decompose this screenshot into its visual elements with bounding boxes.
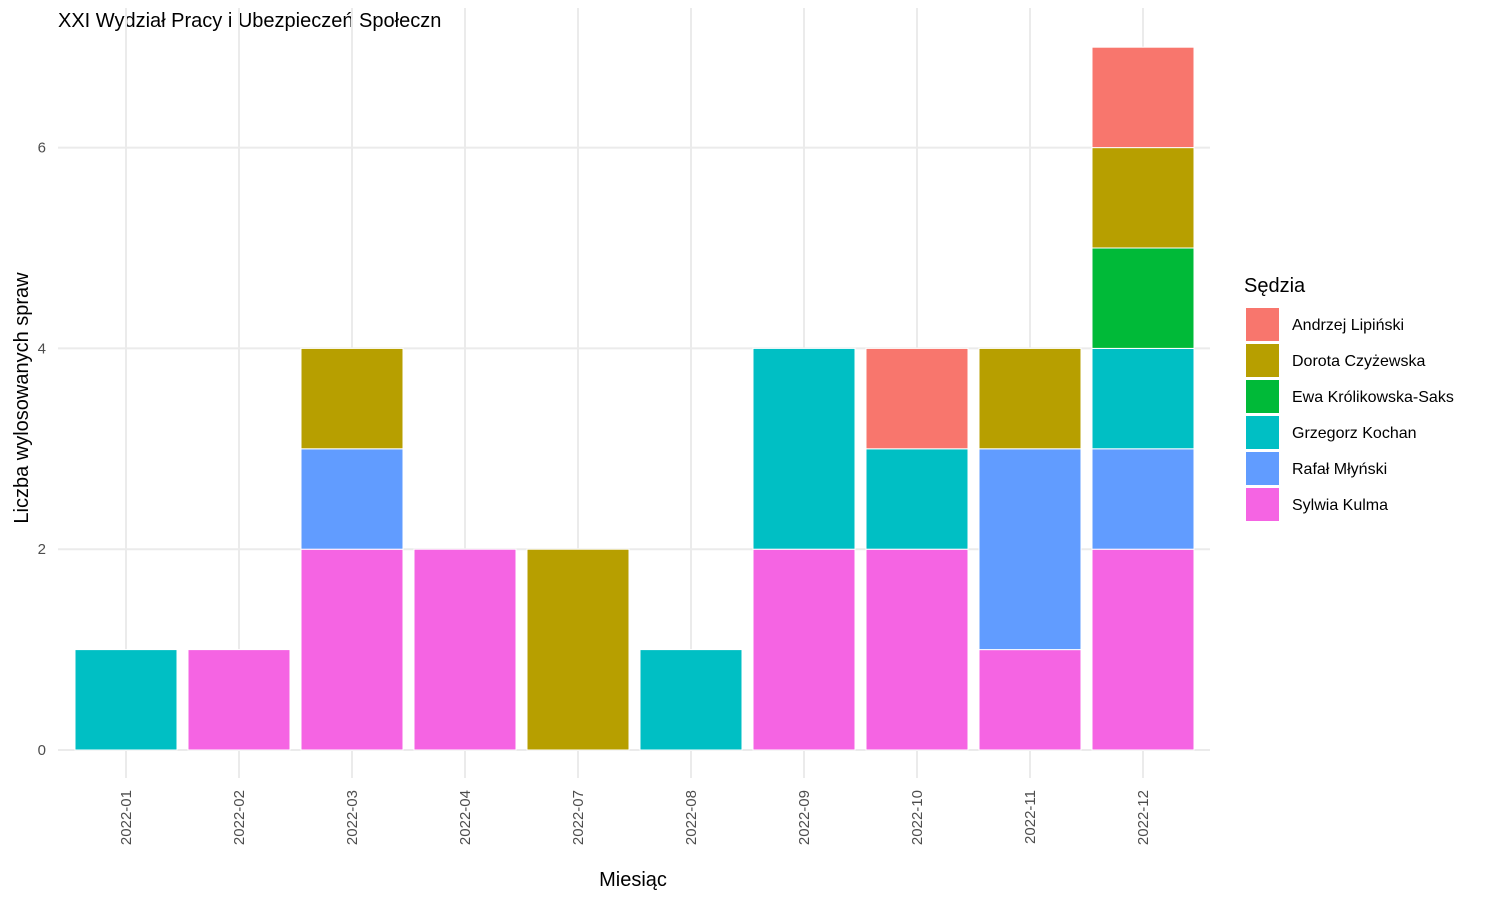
x-tick-label: 2022-07 <box>570 790 587 845</box>
bar-segment <box>865 448 969 550</box>
x-axis: 2022-01 2022-02 2022-03 2022-04 2022-07 2022-… <box>118 790 1152 845</box>
bar-segment <box>413 548 517 751</box>
bars <box>74 46 1195 751</box>
legend-key <box>1246 308 1279 341</box>
bar-segment <box>1091 448 1195 550</box>
bar-segment <box>752 548 856 751</box>
legend-key <box>1246 416 1279 449</box>
bar-segment <box>978 649 1082 751</box>
legend-key <box>1246 488 1279 521</box>
y-axis: 0 2 4 6 <box>38 140 46 759</box>
x-tick-label: 2022-08 <box>683 790 700 845</box>
legend-label: Grzegorz Kochan <box>1292 425 1417 442</box>
legend-label: Dorota Czyżewska <box>1292 353 1425 370</box>
x-tick-label: 2022-11 <box>1022 790 1039 844</box>
y-axis-title: Liczba wylosowanych spraw <box>11 272 33 524</box>
x-tick-label: 2022-02 <box>231 790 248 845</box>
legend-label: Ewa Królikowska-Saks <box>1292 389 1454 406</box>
x-tick-label: 2022-04 <box>457 790 474 845</box>
legend-title: Sędzia <box>1244 275 1306 297</box>
bar-segment <box>74 649 178 751</box>
bar-segment <box>978 347 1082 450</box>
bar-segment <box>1091 247 1195 349</box>
bar-segment <box>1091 548 1195 751</box>
y-tick-label: 6 <box>38 140 46 157</box>
y-tick-label: 2 <box>38 541 46 558</box>
x-tick-label: 2022-12 <box>1135 790 1152 845</box>
x-tick-label: 2022-01 <box>118 790 135 845</box>
bar-segment <box>1091 147 1195 249</box>
bar-segment <box>978 448 1082 651</box>
bar-segment <box>865 347 969 450</box>
bar-segment <box>526 548 630 751</box>
y-tick-label: 4 <box>38 340 46 357</box>
legend-key <box>1246 452 1279 485</box>
legend-label: Sylwia Kulma <box>1292 497 1388 514</box>
legend-label: Rafał Młyński <box>1292 461 1387 478</box>
x-axis-title: Miesiąc <box>599 869 667 891</box>
bar-segment <box>300 548 404 751</box>
x-tick-label: 2022-10 <box>909 790 926 845</box>
y-tick-label: 0 <box>38 742 46 759</box>
legend-label: Andrzej Lipiński <box>1292 317 1404 334</box>
chart-title: XXI Wydział Pracy i Ubezpieczeń Społeczn <box>58 10 441 32</box>
bar-segment <box>1091 46 1195 149</box>
bar-segment <box>865 548 969 751</box>
bar-segment <box>300 448 404 550</box>
x-tick-label: 2022-03 <box>344 790 361 845</box>
bar-segment <box>752 347 856 550</box>
bar-segment <box>639 649 743 751</box>
legend-key <box>1246 380 1279 413</box>
legend-key <box>1246 344 1279 377</box>
bar-segment <box>1091 347 1195 450</box>
legend: Sędzia Andrzej Lipiński Dorota Czyżewska E… <box>1244 275 1454 521</box>
bar-segment <box>300 347 404 450</box>
bar-segment <box>187 649 291 751</box>
x-tick-label: 2022-09 <box>796 790 813 845</box>
